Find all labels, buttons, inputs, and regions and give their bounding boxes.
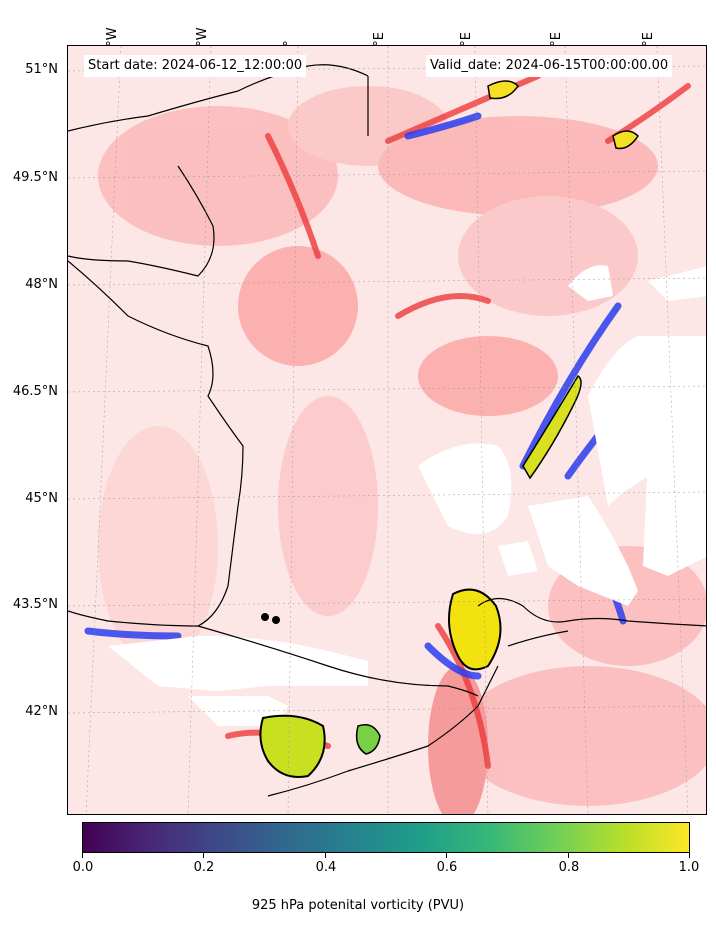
colorbar-tick-5 <box>689 853 690 858</box>
colorbar-tick-2 <box>325 853 326 858</box>
lat-label-51n: 51°N <box>25 62 58 77</box>
valid-date-label: Valid_date: 2024-06-15T00:00:00.00 <box>426 55 673 77</box>
colorbar-title: 925 hPa potenital vorticity (PVU) <box>251 898 465 913</box>
lat-label-42n: 42°N <box>25 704 58 719</box>
colorbar-label-0: 0.0 <box>72 860 94 875</box>
pv-field-map <box>68 46 706 814</box>
lat-label-49-5n: 49.5°N <box>12 170 58 185</box>
start-date-label: Start date: 2024-06-12_12:00:00 <box>84 55 307 77</box>
colorbar-label-4: 0.8 <box>558 860 580 875</box>
colorbar-label-2: 0.4 <box>315 860 337 875</box>
colorbar-tick-4 <box>568 853 569 858</box>
colorbar-tick-0 <box>82 853 83 858</box>
pv-masked-areas <box>108 265 706 726</box>
colorbar <box>82 822 690 853</box>
colorbar-label-1: 0.2 <box>193 860 215 875</box>
lat-label-46-5n: 46.5°N <box>12 384 58 399</box>
colorbar-tick-1 <box>203 853 204 858</box>
station-dot-1 <box>261 613 269 621</box>
gridlines <box>68 46 706 814</box>
colorbar-tick-3 <box>446 853 447 858</box>
lat-label-45n: 45°N <box>25 491 58 506</box>
coastlines <box>68 64 706 797</box>
colorbar-label-3: 0.6 <box>436 860 458 875</box>
map-panel <box>67 45 707 815</box>
colorbar-label-5: 1.0 <box>678 860 700 875</box>
lat-label-43-5n: 43.5°N <box>12 597 58 612</box>
lat-label-48n: 48°N <box>25 277 58 292</box>
pv-high-blobs <box>259 80 639 778</box>
station-dot-2 <box>272 616 280 624</box>
